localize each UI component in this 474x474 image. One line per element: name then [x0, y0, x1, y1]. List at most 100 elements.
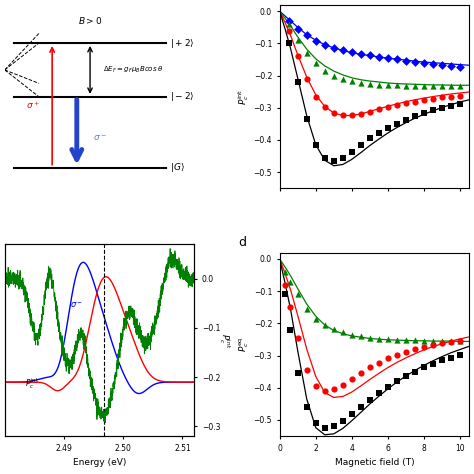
Point	[429, 107, 437, 114]
Y-axis label: $P_c^{\rm int}$: $P_c^{\rm int}$	[217, 333, 232, 348]
X-axis label: Magnetic field (T): Magnetic field (T)	[335, 458, 414, 467]
Text: d: d	[238, 236, 246, 249]
Point	[420, 59, 428, 66]
Point	[330, 385, 337, 393]
Point	[402, 116, 410, 124]
Point	[366, 108, 374, 116]
Point	[393, 351, 401, 359]
Point	[456, 63, 464, 70]
Point	[357, 110, 365, 118]
Point	[384, 355, 392, 362]
Point	[384, 103, 392, 111]
Point	[393, 82, 401, 89]
Point	[402, 57, 410, 64]
Point	[339, 417, 346, 425]
Point	[429, 60, 437, 67]
Point	[303, 366, 310, 374]
Point	[294, 370, 301, 377]
Point	[303, 305, 310, 313]
Point	[357, 369, 365, 377]
Point	[339, 46, 346, 54]
Point	[411, 368, 419, 375]
Point	[312, 383, 319, 390]
Point	[312, 315, 319, 322]
Point	[375, 81, 383, 88]
Point	[281, 281, 289, 289]
Text: $\sigma^-$: $\sigma^-$	[92, 133, 107, 143]
Point	[357, 50, 365, 58]
Point	[429, 360, 437, 367]
Text: $|G\rangle$: $|G\rangle$	[170, 161, 184, 174]
Point	[285, 27, 292, 34]
Point	[303, 403, 310, 411]
Point	[357, 403, 365, 410]
Text: $|-2\rangle$: $|-2\rangle$	[170, 90, 194, 103]
Point	[348, 331, 356, 338]
Point	[438, 94, 446, 101]
Point	[402, 100, 410, 107]
Point	[321, 41, 328, 49]
Y-axis label: $P_c^{\rm int}$: $P_c^{\rm int}$	[236, 88, 251, 105]
Point	[411, 98, 419, 105]
Point	[312, 141, 319, 149]
Point	[411, 337, 419, 344]
Point	[312, 94, 319, 101]
Point	[303, 32, 310, 39]
Point	[447, 62, 455, 69]
Point	[375, 53, 383, 61]
Point	[281, 268, 289, 276]
Point	[366, 52, 374, 59]
Point	[321, 154, 328, 162]
Point	[438, 339, 446, 347]
Point	[281, 291, 289, 298]
Point	[339, 154, 346, 162]
Point	[312, 419, 319, 427]
Point	[456, 92, 464, 100]
Point	[384, 55, 392, 62]
Point	[348, 410, 356, 418]
Point	[285, 40, 292, 47]
Point	[375, 106, 383, 113]
Point	[447, 338, 455, 346]
Point	[348, 78, 356, 85]
Point	[339, 111, 346, 118]
Point	[375, 129, 383, 137]
Point	[438, 82, 446, 90]
Point	[420, 364, 428, 371]
Point	[366, 80, 374, 88]
Point	[411, 112, 419, 120]
Point	[339, 75, 346, 82]
Point	[384, 124, 392, 132]
Point	[285, 20, 292, 28]
Point	[330, 157, 337, 164]
Point	[285, 17, 292, 25]
Point	[429, 82, 437, 90]
Point	[411, 82, 419, 90]
Point	[420, 343, 428, 351]
Point	[420, 96, 428, 104]
Point	[411, 346, 419, 353]
Text: $\sigma^-$: $\sigma^-$	[70, 300, 83, 310]
Point	[312, 59, 319, 66]
Point	[438, 337, 446, 345]
Point	[321, 424, 328, 432]
Point	[402, 373, 410, 380]
Point	[294, 78, 301, 86]
Point	[348, 49, 356, 56]
Point	[411, 58, 419, 65]
Point	[420, 109, 428, 117]
Point	[321, 387, 328, 395]
Point	[456, 82, 464, 90]
Point	[375, 335, 383, 342]
Point	[339, 381, 346, 388]
Point	[366, 334, 374, 341]
Point	[287, 278, 294, 285]
Point	[330, 72, 337, 79]
Text: $\sigma^+$: $\sigma^+$	[26, 100, 40, 111]
X-axis label: Energy (eV): Energy (eV)	[73, 458, 126, 467]
Point	[438, 104, 446, 111]
Point	[366, 396, 374, 403]
Point	[348, 111, 356, 118]
Point	[447, 102, 455, 109]
Text: c: c	[238, 0, 245, 1]
